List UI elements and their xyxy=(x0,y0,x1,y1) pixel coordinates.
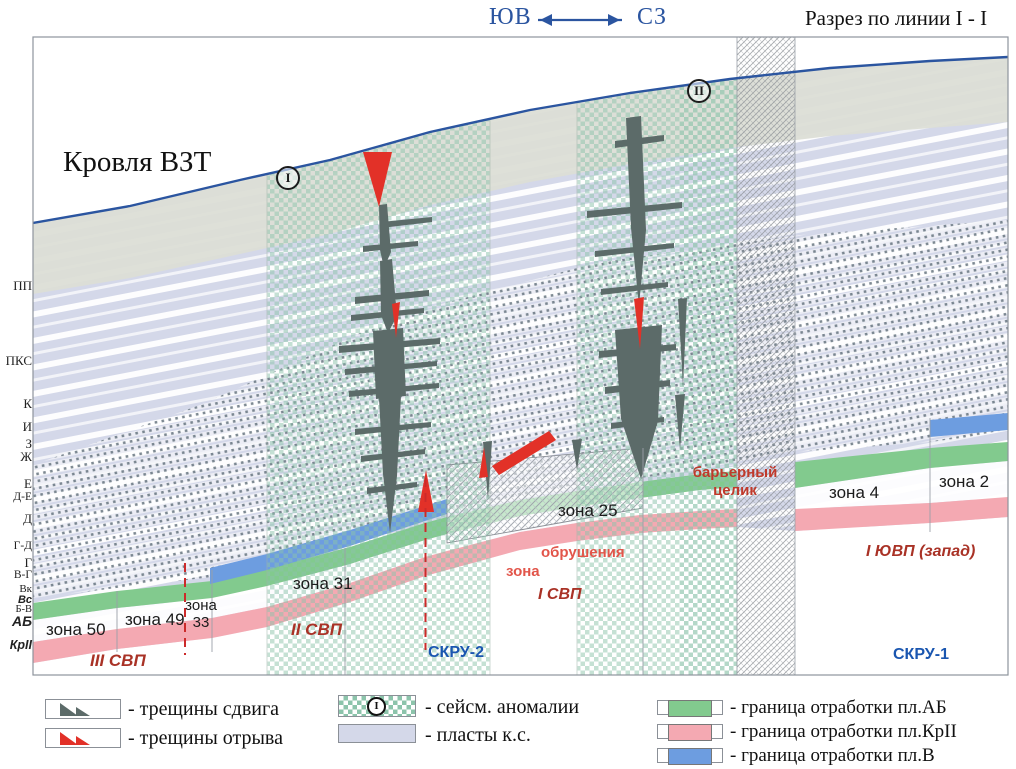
direction-left-label: ЮВ xyxy=(489,4,532,30)
zone-49-label: зона 49 xyxy=(125,610,185,629)
krII-band-icon xyxy=(668,724,712,741)
band-krII-right xyxy=(795,497,1008,531)
mine-skru1-label: СКРУ-1 xyxy=(893,646,949,663)
zone-boundary-lines xyxy=(116,418,931,675)
strat-label-vs: Вс xyxy=(17,594,32,606)
panel-I-svp-label: I СВП xyxy=(538,586,582,603)
strat-label-de: Д-Е xyxy=(13,491,32,503)
strat-label-bv: Б-В xyxy=(15,604,32,615)
strat-label-pp: ПП xyxy=(13,278,32,293)
page-title: Разрез по линии I - I xyxy=(805,6,988,30)
legend-ab-label: - граница отработки пл.АБ xyxy=(730,697,947,718)
strat-label-zh: Ж xyxy=(20,449,32,464)
legend-seismic-label: - сейсм. аномалии xyxy=(425,696,580,718)
strat-label-vk: Вк xyxy=(19,583,32,595)
legend-swatch-v xyxy=(657,748,723,765)
direction-arrow-icon xyxy=(538,14,622,26)
roof-label: Кровля ВЗТ xyxy=(63,146,212,178)
legend-swatch-beds xyxy=(338,724,416,743)
tension-fractures xyxy=(363,152,644,512)
section-border xyxy=(32,36,1009,676)
legend-swatch-kr2 xyxy=(657,724,723,741)
section-marker-1: I xyxy=(276,166,300,190)
legend-shear-label: - трещины сдвига xyxy=(128,698,280,720)
section-marker-2: II xyxy=(687,79,711,103)
panel-I-yuvp-label: I ЮВП (запад) xyxy=(866,543,976,560)
collapse-zone-label-line1: обрушения xyxy=(541,544,625,561)
legend-v-label: - граница отработки пл.В xyxy=(730,745,935,766)
legend-swatch-seismic: I xyxy=(338,695,416,717)
strat-label-g: Г xyxy=(24,555,32,570)
strat-label-krII: КрII xyxy=(9,638,32,652)
zone-50-label: зона 50 xyxy=(46,620,106,639)
barrier-pillar-label: барьерный целик xyxy=(690,464,780,500)
legend-marker-circle: I xyxy=(367,697,386,716)
collapse-zone-label-line2: зона xyxy=(506,563,540,580)
strat-label-k: К xyxy=(23,396,32,411)
tension-fracture-icon xyxy=(60,732,90,745)
shear-fracture-tree-1 xyxy=(339,204,440,533)
panel-II-svp-label: II СВП xyxy=(291,620,342,639)
band-ab-right xyxy=(795,442,1008,488)
strat-label-gd: Г-Д xyxy=(13,540,32,552)
shear-fracture-tree-2 xyxy=(483,116,687,500)
strat-label-ab: АБ xyxy=(11,613,32,629)
mine-skru2-label: СКРУ-2 xyxy=(428,644,484,661)
barrier-pillar-label-line1: барьерный xyxy=(692,464,778,481)
red-dashed-boundaries xyxy=(184,478,427,655)
ab-band-icon xyxy=(668,700,712,717)
barrier-pillar-label-line2: целик xyxy=(713,482,757,499)
strat-label-e: Е xyxy=(24,476,32,491)
strat-label-z: З xyxy=(25,436,32,451)
legend-tension-label: - трещины отрыва xyxy=(128,727,283,749)
zone-2-label: зона 2 xyxy=(939,472,990,491)
zone-4-label: зона 4 xyxy=(829,483,880,502)
legend-kr2-label: - граница отработки пл.КрII xyxy=(730,721,957,742)
zone-33-label: зона 33 xyxy=(185,597,217,631)
strat-label-i: И xyxy=(22,419,32,434)
strat-label-d: Д xyxy=(23,511,32,526)
zone-31-label: зона 31 xyxy=(293,574,353,593)
strat-label-vg: В-Г xyxy=(13,569,32,581)
band-v-right xyxy=(930,413,1008,437)
vzt-roof-line xyxy=(33,55,1008,225)
shear-fracture-icon xyxy=(60,703,90,716)
v-band-icon xyxy=(668,748,712,765)
zone-25-label: зона 25 xyxy=(558,501,618,520)
legend-swatch-shear xyxy=(45,699,121,719)
barrier-pillar-band xyxy=(736,37,796,675)
legend-swatch-tension xyxy=(45,728,121,748)
panel-III-svp-label: III СВП xyxy=(90,651,146,670)
legend-beds-label: - пласты к.с. xyxy=(425,724,531,746)
legend-swatch-ab xyxy=(657,700,723,717)
strat-label-pks: ПКС xyxy=(5,353,32,368)
direction-right-label: СЗ xyxy=(637,4,668,30)
